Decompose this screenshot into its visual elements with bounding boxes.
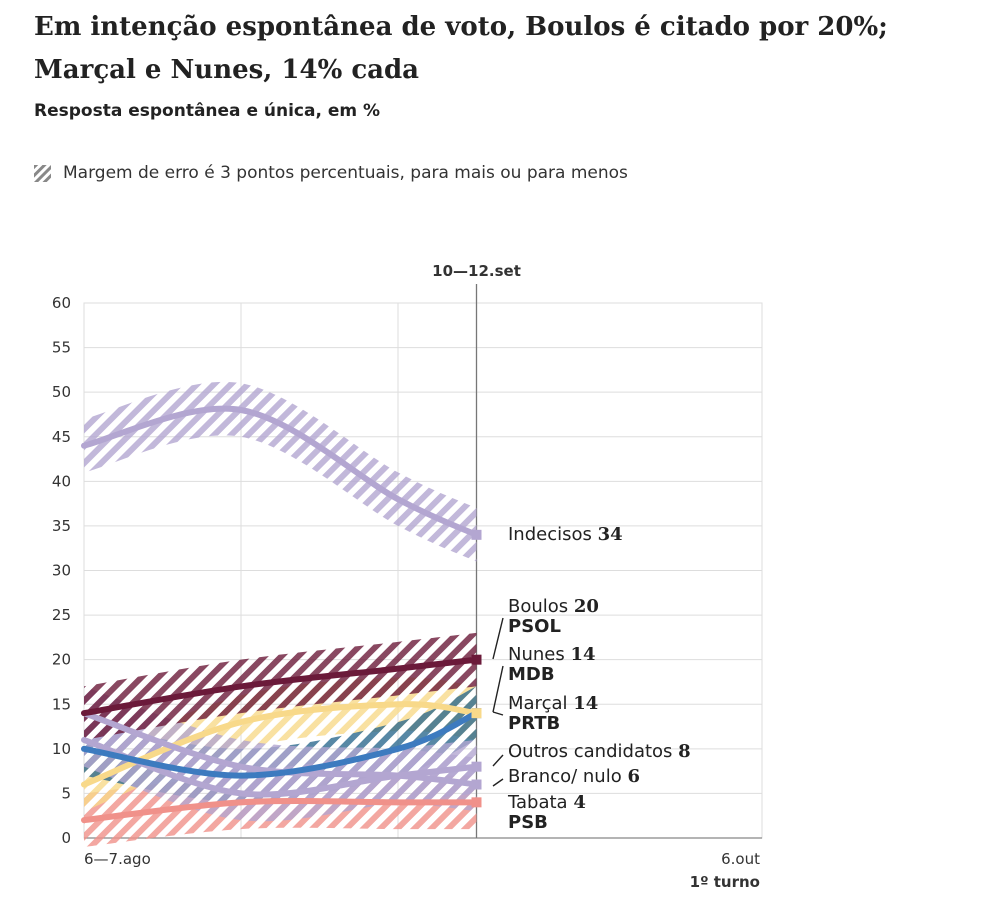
- y-tick-label: 45: [52, 428, 71, 446]
- series-name: Tabata: [507, 792, 573, 813]
- y-tick-label: 30: [52, 562, 71, 580]
- leader-line: [492, 617, 504, 660]
- party-label-psol: PSOL: [508, 616, 561, 637]
- end-marker-indecisos: [471, 529, 482, 540]
- series-line-boulos: [81, 656, 480, 717]
- series-value: 8: [678, 741, 691, 762]
- series-value: 6: [627, 766, 640, 787]
- series-line-nunes: [81, 710, 480, 779]
- series-name: Marçal: [508, 693, 573, 714]
- y-tick-label: 20: [52, 651, 71, 669]
- leader-line: [492, 778, 504, 787]
- error-band-indecisos: [84, 381, 477, 562]
- party-label-psb: PSB: [508, 812, 548, 833]
- party-label-prtb: PRTB: [508, 713, 560, 734]
- series-name: Indecisos: [508, 524, 598, 545]
- series-label-branco-nulo: Branco/ nulo 6: [508, 766, 640, 787]
- leader-line: [492, 665, 504, 713]
- series-value: 20: [574, 596, 599, 617]
- error-band-marcal: [84, 677, 477, 812]
- series-label-indecisos: Indecisos 34: [508, 524, 623, 545]
- series-line-indecisos: [81, 405, 480, 538]
- series-label-boulos: Boulos 20: [508, 596, 599, 617]
- series-label-marcal: Marçal 14: [508, 693, 598, 714]
- y-tick-label: 35: [52, 517, 71, 535]
- margin-legend: Margem de erro é 3 pontos percentuais, p…: [34, 163, 628, 183]
- end-marker-outros-candidatos: [471, 761, 482, 772]
- series-label-outros-candidatos: Outros candidatos 8: [508, 741, 691, 762]
- x-tick-label: 6—7.ago: [84, 850, 151, 868]
- chart-title: Em intenção espontânea de voto, Boulos é…: [34, 12, 888, 85]
- y-tick-label: 0: [61, 829, 71, 847]
- series-name: Nunes: [508, 644, 570, 665]
- y-tick-label: 15: [52, 695, 71, 713]
- series-label-nunes: Nunes 14: [508, 644, 596, 665]
- series-line-tabata: [81, 798, 480, 824]
- legend-label: Margem de erro é 3 pontos percentuais, p…: [63, 163, 628, 183]
- leader-line: [492, 711, 504, 716]
- chart-subtitle: Resposta espontânea e única, em %: [34, 101, 381, 121]
- end-marker-tabata: [471, 797, 482, 808]
- x-tick-label: 6.out: [721, 850, 760, 868]
- series-value: 4: [573, 792, 586, 813]
- highlight-date-label: 10—12.set: [432, 262, 521, 280]
- series-name: Outros candidatos: [508, 741, 678, 762]
- series-value: 34: [598, 524, 623, 545]
- error-band-boulos: [84, 632, 477, 740]
- y-tick-label: 60: [52, 294, 71, 312]
- leader-line: [492, 754, 504, 767]
- party-label-mdb: MDB: [508, 664, 555, 685]
- end-marker-marcal: [471, 708, 482, 719]
- end-marker-branco-nulo: [471, 779, 482, 790]
- y-tick-label: 10: [52, 740, 71, 758]
- series-label-tabata: Tabata 4: [507, 792, 586, 813]
- y-tick-label: 40: [52, 472, 71, 490]
- hatch-swatch-icon: [34, 164, 51, 182]
- series-value: 14: [573, 693, 598, 714]
- series-name: Branco/ nulo: [508, 766, 627, 787]
- y-tick-label: 55: [52, 339, 71, 357]
- series-value: 14: [570, 644, 595, 665]
- y-tick-label: 25: [52, 606, 71, 624]
- y-tick-label: 50: [52, 383, 71, 401]
- y-tick-label: 5: [61, 784, 71, 802]
- end-marker-boulos: [471, 654, 482, 665]
- series-name: Boulos: [508, 596, 574, 617]
- x-tick-label: 1º turno: [690, 873, 760, 891]
